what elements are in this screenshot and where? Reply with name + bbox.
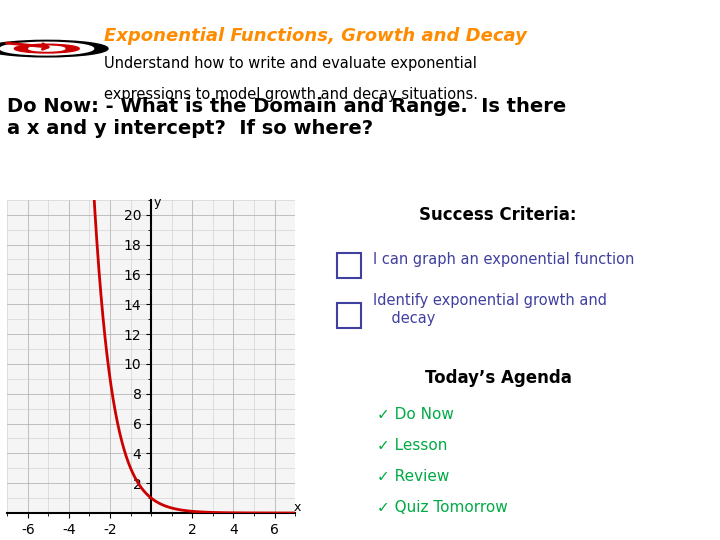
Text: Identify exponential growth and
    decay: Identify exponential growth and decay xyxy=(373,293,607,326)
Text: Understand how to write and evaluate exponential: Understand how to write and evaluate exp… xyxy=(104,56,477,71)
Text: ✓ Do Now: ✓ Do Now xyxy=(377,407,454,422)
FancyBboxPatch shape xyxy=(337,303,361,328)
Circle shape xyxy=(29,46,65,51)
Text: Today’s Agenda: Today’s Agenda xyxy=(425,369,572,387)
Text: Exponential Functions, Growth and Decay: Exponential Functions, Growth and Decay xyxy=(104,27,527,45)
Circle shape xyxy=(0,42,94,55)
Text: I can graph an exponential function: I can graph an exponential function xyxy=(373,252,634,267)
Text: x: x xyxy=(294,501,301,514)
Text: ✓ Review: ✓ Review xyxy=(377,469,450,484)
Circle shape xyxy=(0,40,108,57)
Text: ✓ Lesson: ✓ Lesson xyxy=(377,438,448,453)
Circle shape xyxy=(14,44,79,53)
Text: y: y xyxy=(153,196,161,210)
Text: Success Criteria:: Success Criteria: xyxy=(420,206,577,224)
Text: ✓ Quiz Tomorrow: ✓ Quiz Tomorrow xyxy=(377,501,508,516)
FancyBboxPatch shape xyxy=(337,253,361,278)
Text: expressions to model growth and decay situations.: expressions to model growth and decay si… xyxy=(104,87,478,103)
Text: Do Now: - What is the Domain and Range.  Is there
a x and y intercept?  If so wh: Do Now: - What is the Domain and Range. … xyxy=(7,97,567,138)
